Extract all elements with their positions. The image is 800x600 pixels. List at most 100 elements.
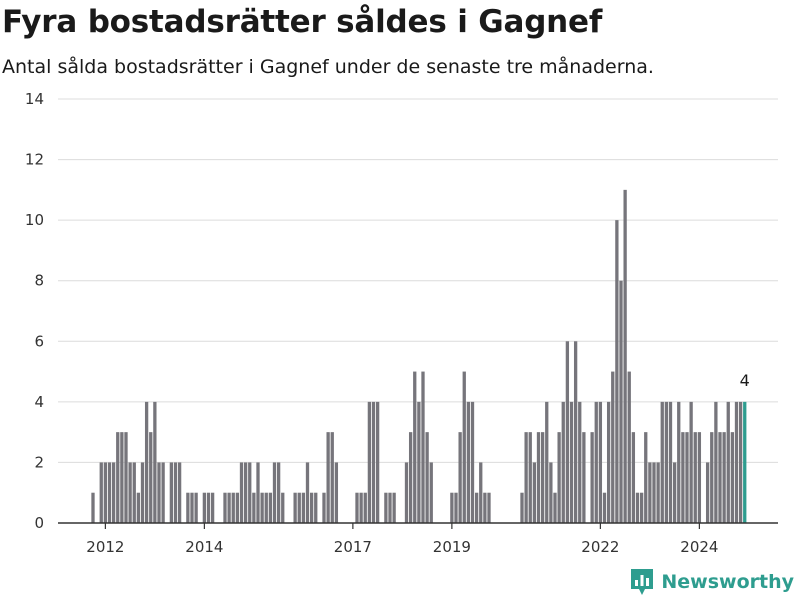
bar xyxy=(458,432,462,523)
bar xyxy=(635,492,640,523)
bar xyxy=(524,432,528,523)
bar xyxy=(206,492,211,523)
latest-value-label: 4 xyxy=(740,371,750,390)
bar xyxy=(223,492,227,523)
bar xyxy=(553,492,557,523)
bar xyxy=(157,462,161,523)
bar xyxy=(301,492,306,523)
bar xyxy=(314,492,318,523)
bar xyxy=(652,462,656,523)
bar xyxy=(677,401,681,523)
bar xyxy=(103,462,108,523)
bar xyxy=(384,492,388,523)
bar xyxy=(689,401,693,523)
bar xyxy=(582,432,586,523)
bar xyxy=(660,401,664,523)
bar xyxy=(454,492,458,523)
bar xyxy=(388,492,392,523)
bar xyxy=(276,462,281,523)
newsworthy-logo-icon xyxy=(631,569,654,595)
bar xyxy=(111,462,116,523)
bar xyxy=(425,432,429,523)
bar xyxy=(421,371,425,523)
bar xyxy=(734,401,739,523)
bar xyxy=(648,462,652,523)
brand-logo: Newsworthy xyxy=(629,567,794,597)
bar xyxy=(408,432,413,523)
bar xyxy=(194,492,198,523)
bar xyxy=(153,401,157,523)
bar xyxy=(243,462,248,523)
bar xyxy=(132,462,136,523)
bar xyxy=(128,462,132,523)
y-tick-label: 12 xyxy=(25,151,44,169)
bar xyxy=(545,401,549,523)
bar xyxy=(392,492,396,523)
bar xyxy=(268,492,273,523)
bar xyxy=(474,492,479,523)
bar xyxy=(639,492,644,523)
bar xyxy=(668,401,673,523)
bar xyxy=(532,462,537,523)
bar xyxy=(177,462,182,523)
bar xyxy=(569,401,574,523)
bar xyxy=(714,401,718,523)
bar xyxy=(124,432,128,523)
bar xyxy=(685,432,689,523)
bar xyxy=(413,371,417,523)
bar xyxy=(309,492,314,523)
x-tick-label: 2014 xyxy=(185,538,223,556)
bar xyxy=(169,462,174,523)
bar xyxy=(281,492,285,523)
y-tick-label: 2 xyxy=(34,453,44,471)
bar xyxy=(322,492,326,523)
bar xyxy=(355,492,359,523)
bar xyxy=(644,432,648,523)
bar xyxy=(606,401,611,523)
bar xyxy=(540,432,545,523)
bar xyxy=(144,401,149,523)
x-tick-label: 2022 xyxy=(581,538,619,556)
x-tick-label: 2017 xyxy=(334,538,372,556)
bar xyxy=(161,462,165,523)
bar xyxy=(483,492,487,523)
bar xyxy=(487,492,491,523)
bar xyxy=(466,401,471,523)
bar xyxy=(681,432,685,523)
bar xyxy=(186,492,190,523)
bar xyxy=(573,341,578,523)
bar xyxy=(367,401,372,523)
bar xyxy=(99,462,103,523)
bar xyxy=(470,401,475,523)
bar xyxy=(549,462,553,523)
bar xyxy=(722,432,726,523)
x-tick-label: 2012 xyxy=(86,538,124,556)
bars xyxy=(91,189,747,524)
bar xyxy=(107,462,112,523)
axes xyxy=(58,522,778,529)
bar xyxy=(594,401,598,523)
bar xyxy=(672,462,677,523)
bar xyxy=(730,432,735,523)
bar xyxy=(565,341,570,523)
bar xyxy=(417,401,421,523)
y-tick-label: 10 xyxy=(25,211,44,229)
bar xyxy=(227,492,231,523)
bar xyxy=(305,462,310,523)
bar xyxy=(375,401,380,523)
bar xyxy=(557,432,561,523)
bar xyxy=(578,401,582,523)
bar xyxy=(248,462,252,523)
bar xyxy=(231,492,235,523)
bar xyxy=(363,492,367,523)
bar xyxy=(429,462,433,523)
bar xyxy=(404,462,409,523)
bar xyxy=(710,432,714,523)
bar xyxy=(173,462,178,523)
bar xyxy=(627,371,631,523)
bar xyxy=(561,401,565,523)
bar xyxy=(462,371,466,523)
bar xyxy=(611,371,615,523)
y-tick-label: 4 xyxy=(34,393,44,411)
bar xyxy=(239,462,244,523)
